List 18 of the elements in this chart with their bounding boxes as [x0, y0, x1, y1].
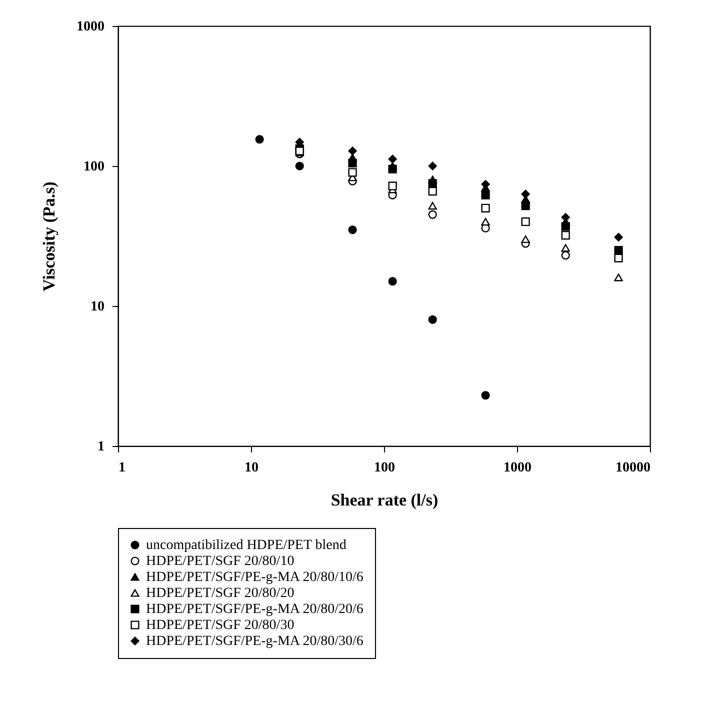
x-tick-label: 1: [118, 460, 126, 476]
x-tick-label: 10000: [616, 460, 650, 476]
legend-label: HDPE/PET/SGF/PE-g-MA 20/80/10/6: [146, 570, 364, 585]
y-axis-title: Viscosity (Pa.s): [40, 182, 58, 292]
x-axis-title: Shear rate (l/s): [330, 490, 438, 510]
legend-label: HDPE/PET/SGF 20/80/30: [146, 618, 294, 633]
y-tick-label: 1: [98, 440, 104, 454]
y-tick-label: 10: [90, 300, 104, 314]
legend-label: uncompatibilized HDPE/PET blend: [146, 538, 346, 553]
y-tick-label: 1000: [76, 20, 104, 34]
x-tick-label: 100: [374, 460, 395, 476]
legend-label: HDPE/PET/SGF/PE-g-MA 20/80/20/6: [146, 602, 364, 617]
legend-label: HDPE/PET/SGF/PE-g-MA 20/80/30/6: [146, 634, 364, 649]
legend-label: HDPE/PET/SGF 20/80/20: [146, 586, 294, 601]
x-tick-label: 1000: [504, 460, 532, 476]
x-tick-label: 10: [244, 460, 258, 476]
y-tick-label: 100: [84, 160, 104, 174]
legend-label: HDPE/PET/SGF 20/80/10: [146, 554, 294, 569]
